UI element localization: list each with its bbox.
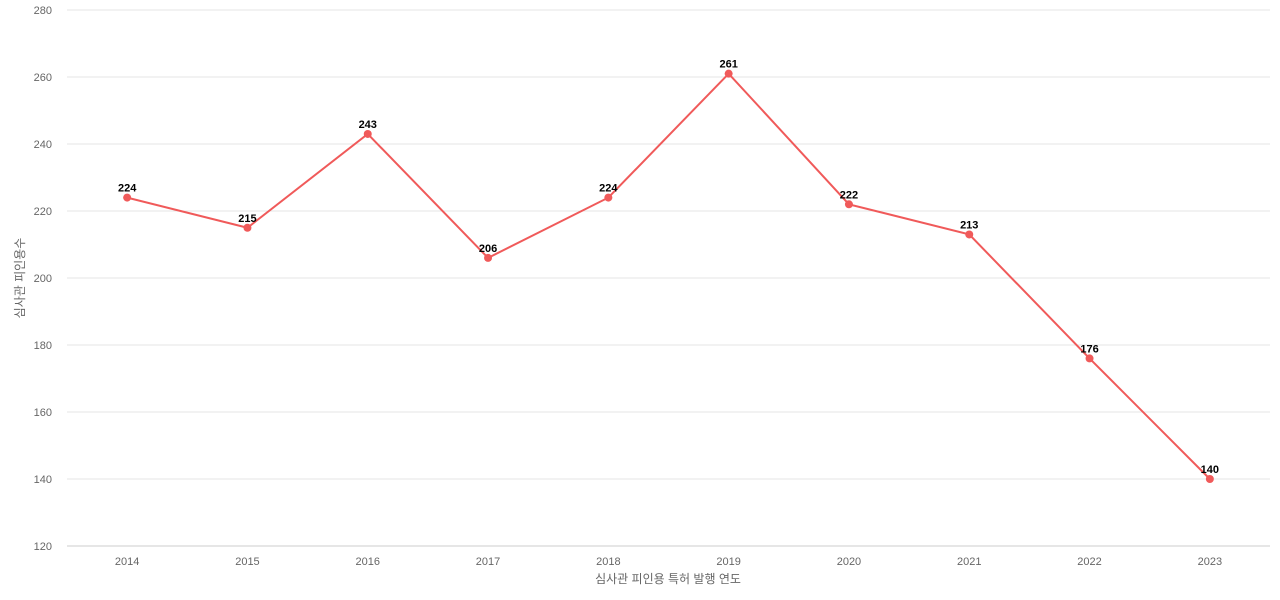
axis-layer: 120 140 160 180 200 220 240 260 280 2014 2015 2016 2… <box>34 5 1270 568</box>
series-line <box>126 72 1211 480</box>
y-axis-title: 심사관 피인용수 <box>13 238 27 319</box>
x-tick-label: 2023 <box>1198 556 1222 568</box>
y-tick-label: 220 <box>34 206 52 218</box>
y-tick-label: 140 <box>34 474 52 486</box>
y-tick-label: 120 <box>34 541 52 553</box>
x-tick-label: 2021 <box>957 556 981 568</box>
x-tick-label: 2019 <box>716 556 740 568</box>
data-point[interactable] <box>123 193 132 202</box>
data-point[interactable] <box>1205 475 1214 483</box>
data-label: 213 <box>960 219 978 231</box>
data-label: 224 <box>599 183 618 195</box>
data-label-layer: 224 215 243 206 224 261 222 213 176 140 <box>118 59 1219 476</box>
data-label: 224 <box>118 183 137 195</box>
y-tick-label: 160 <box>34 407 52 419</box>
grid-layer <box>67 9 1270 480</box>
data-point[interactable] <box>484 253 493 262</box>
y-tick-label: 200 <box>34 273 52 285</box>
data-label: 140 <box>1201 464 1219 476</box>
data-label: 222 <box>840 189 858 201</box>
data-point[interactable] <box>965 230 974 239</box>
x-tick-label: 2022 <box>1077 556 1101 568</box>
x-tick-label: 2014 <box>115 556 139 568</box>
x-tick-label: 2016 <box>356 556 380 568</box>
data-label: 215 <box>238 213 256 225</box>
data-point[interactable] <box>604 193 613 202</box>
y-tick-label: 180 <box>34 340 52 352</box>
x-tick-label: 2020 <box>837 556 861 568</box>
y-tick-label: 280 <box>34 5 52 17</box>
x-axis-title: 심사관 피인용 특허 발행 연도 <box>595 571 741 586</box>
x-tick-label: 2018 <box>596 556 620 568</box>
data-point[interactable] <box>724 69 733 78</box>
data-label: 261 <box>719 59 737 71</box>
data-label: 243 <box>359 119 377 131</box>
y-tick-label: 260 <box>34 72 52 84</box>
data-label: 176 <box>1080 343 1098 355</box>
data-point[interactable] <box>243 223 252 232</box>
y-tick-label: 240 <box>34 139 52 151</box>
data-point[interactable] <box>844 200 853 209</box>
data-label: 206 <box>479 243 497 255</box>
data-point[interactable] <box>363 129 372 138</box>
series-layer <box>123 69 1214 483</box>
x-tick-label: 2015 <box>235 556 259 568</box>
x-tick-label: 2017 <box>476 556 500 568</box>
data-point[interactable] <box>1085 354 1094 363</box>
